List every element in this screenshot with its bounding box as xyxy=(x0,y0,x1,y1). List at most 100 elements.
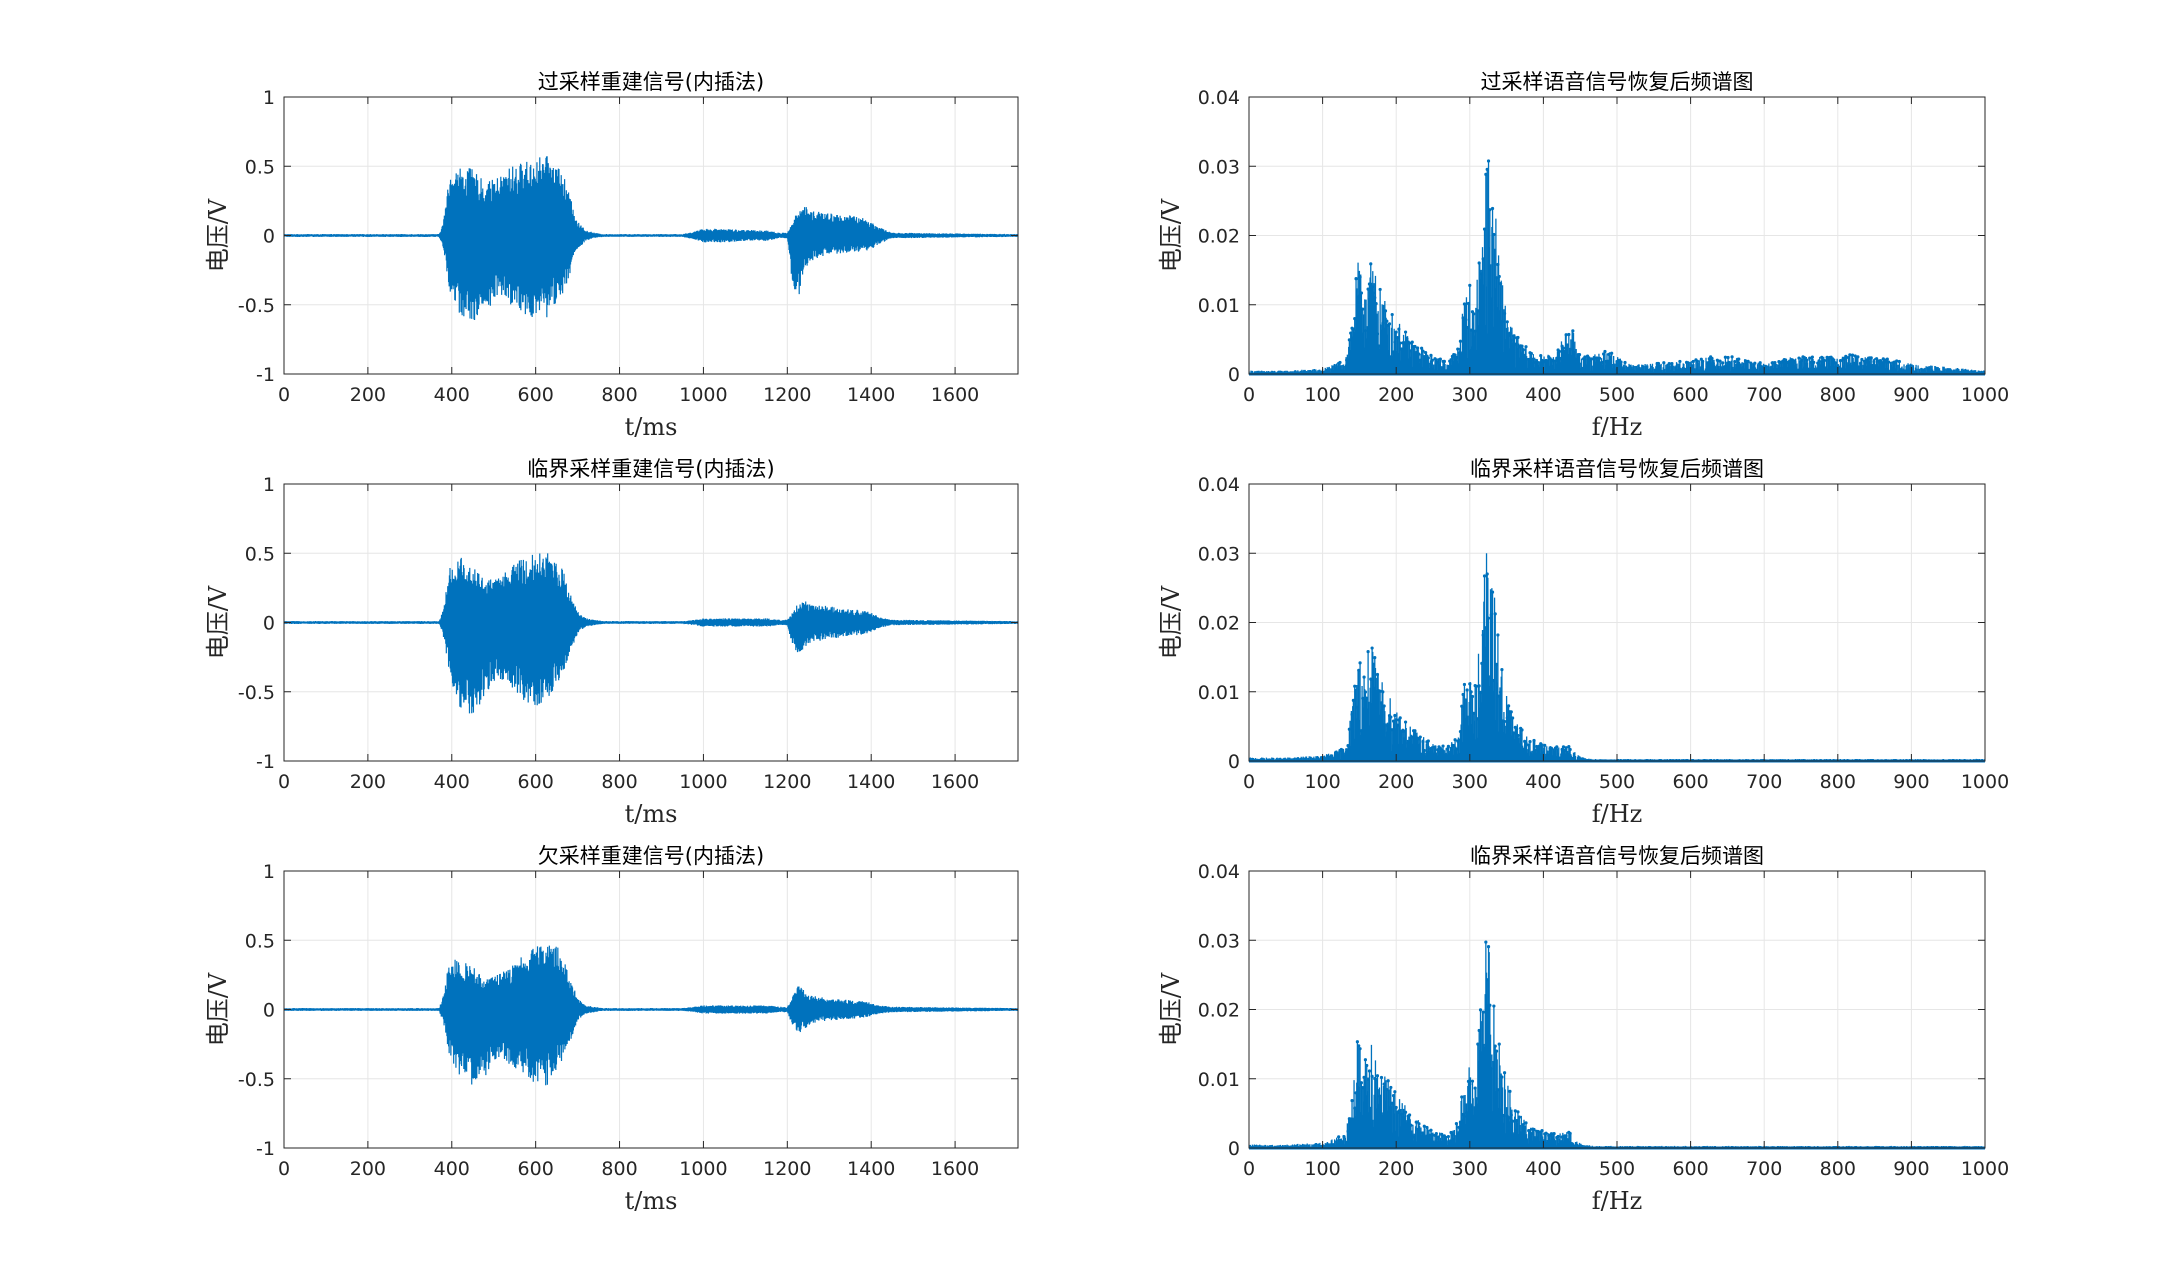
x-tick-label: 1000 xyxy=(679,771,727,793)
x-tick-label: 1000 xyxy=(1961,1158,2009,1180)
x-tick-label: 1200 xyxy=(763,384,811,406)
x-tick-label: 700 xyxy=(1746,771,1782,793)
y-tick-label: 0.04 xyxy=(1198,861,1240,883)
x-tick-label: 500 xyxy=(1599,384,1635,406)
x-tick-label: 200 xyxy=(1378,384,1414,406)
x-tick-label: 1000 xyxy=(1961,384,2009,406)
y-tick-label: 0 xyxy=(263,226,275,248)
x-tick-label: 100 xyxy=(1304,384,1340,406)
x-tick-label: 900 xyxy=(1893,771,1929,793)
y-axis-label: 电压/V xyxy=(204,585,232,659)
y-tick-label: 1 xyxy=(263,474,275,496)
x-tick-label: 600 xyxy=(1672,384,1708,406)
x-tick-label: 200 xyxy=(1378,1158,1414,1180)
y-tick-label: 1 xyxy=(263,861,275,883)
x-tick-label: 400 xyxy=(1525,384,1561,406)
x-tick-label: 0 xyxy=(278,384,290,406)
x-tick-label: 600 xyxy=(1672,771,1708,793)
y-axis-label: 电压/V xyxy=(1157,972,1185,1046)
y-tick-label: 0.5 xyxy=(245,930,275,952)
x-tick-label: 1400 xyxy=(847,1158,895,1180)
x-axis-label: f/Hz xyxy=(1592,800,1643,828)
x-tick-label: 600 xyxy=(518,771,554,793)
y-tick-label: -0.5 xyxy=(238,682,275,704)
x-tick-label: 1600 xyxy=(931,384,979,406)
subplot-3: 0 200 400 600 800 1000 1200 1400 1600 -1 -0.5 0 0.5 1… xyxy=(204,457,1019,828)
x-tick-label: 0 xyxy=(278,771,290,793)
y-tick-label: 0 xyxy=(263,1000,275,1022)
x-tick-label: 700 xyxy=(1746,1158,1782,1180)
signal-line xyxy=(284,156,1018,320)
x-tick-label: 800 xyxy=(1820,384,1856,406)
x-axis-label: f/Hz xyxy=(1592,1187,1643,1215)
y-tick-label: 0 xyxy=(1228,1138,1240,1160)
x-tick-label: 0 xyxy=(1243,771,1255,793)
x-tick-label: 200 xyxy=(350,771,386,793)
x-tick-label: 900 xyxy=(1893,384,1929,406)
x-tick-label: 500 xyxy=(1599,771,1635,793)
x-axis-label: t/ms xyxy=(625,413,678,441)
x-tick-label: 200 xyxy=(1378,771,1414,793)
x-tick-label: 1200 xyxy=(763,771,811,793)
y-tick-label: 0.01 xyxy=(1198,1069,1240,1091)
y-tick-label: -1 xyxy=(256,364,275,386)
y-axis-label: 电压/V xyxy=(1157,198,1185,272)
y-tick-label: 0.5 xyxy=(245,156,275,178)
x-tick-label: 1000 xyxy=(679,384,727,406)
y-tick-label: -0.5 xyxy=(238,295,275,317)
x-tick-label: 1000 xyxy=(1961,771,2009,793)
x-tick-label: 400 xyxy=(434,771,470,793)
chart-title: 欠采样重建信号(内插法) xyxy=(538,844,764,868)
chart-title: 临界采样重建信号(内插法) xyxy=(527,457,774,481)
x-tick-label: 1000 xyxy=(679,1158,727,1180)
y-tick-label: 0.5 xyxy=(245,543,275,565)
subplot-2: 0 100 200 300 400 500 600 700 800 900 1000 0 0.01 0.0… xyxy=(1157,70,2009,441)
x-tick-label: 300 xyxy=(1452,384,1488,406)
chart-title: 过采样语音信号恢复后频谱图 xyxy=(1481,70,1754,94)
y-tick-label: 0 xyxy=(1228,364,1240,386)
y-tick-label: 0.02 xyxy=(1198,1000,1240,1022)
x-tick-label: 1600 xyxy=(931,771,979,793)
chart-title: 临界采样语音信号恢复后频谱图 xyxy=(1470,457,1764,481)
y-axis-label: 电压/V xyxy=(204,198,232,272)
subplot-1: 0 200 400 600 800 1000 1200 1400 1600 -1 -0.5 0 0.5 1… xyxy=(204,70,1019,441)
chart-title: 过采样重建信号(内插法) xyxy=(538,70,764,94)
y-tick-label: 0.02 xyxy=(1198,613,1240,635)
x-tick-label: 100 xyxy=(1304,1158,1340,1180)
chart-title: 临界采样语音信号恢复后频谱图 xyxy=(1470,844,1764,868)
y-tick-label: 0 xyxy=(263,613,275,635)
y-tick-label: 0.01 xyxy=(1198,682,1240,704)
x-tick-label: 1200 xyxy=(763,1158,811,1180)
x-tick-label: 600 xyxy=(518,384,554,406)
y-tick-label: 0.01 xyxy=(1198,295,1240,317)
y-tick-label: 0.03 xyxy=(1198,543,1240,565)
y-tick-label: 0.02 xyxy=(1198,226,1240,248)
y-tick-label: 0 xyxy=(1228,751,1240,773)
y-axis-label: 电压/V xyxy=(1157,585,1185,659)
x-tick-label: 800 xyxy=(601,1158,637,1180)
x-tick-label: 400 xyxy=(434,1158,470,1180)
y-tick-label: -1 xyxy=(256,1138,275,1160)
x-tick-label: 400 xyxy=(1525,1158,1561,1180)
x-tick-label: 400 xyxy=(1525,771,1561,793)
x-axis-label: f/Hz xyxy=(1592,413,1643,441)
x-tick-label: 300 xyxy=(1452,771,1488,793)
subplot-6: 0 100 200 300 400 500 600 700 800 900 1000 0 0.01 0.0… xyxy=(1157,844,2009,1215)
y-tick-label: 0.04 xyxy=(1198,474,1240,496)
x-tick-label: 600 xyxy=(1672,1158,1708,1180)
x-tick-label: 800 xyxy=(1820,1158,1856,1180)
x-tick-label: 100 xyxy=(1304,771,1340,793)
x-axis-label: t/ms xyxy=(625,800,678,828)
signal-line xyxy=(284,945,1018,1086)
x-tick-label: 0 xyxy=(1243,384,1255,406)
y-tick-label: 0.03 xyxy=(1198,930,1240,952)
x-tick-label: 300 xyxy=(1452,1158,1488,1180)
x-tick-label: 400 xyxy=(434,384,470,406)
x-tick-label: 800 xyxy=(1820,771,1856,793)
x-tick-label: 600 xyxy=(518,1158,554,1180)
subplot-5: 0 200 400 600 800 1000 1200 1400 1600 -1 -0.5 0 0.5 1… xyxy=(204,844,1019,1215)
subplot-4: 0 100 200 300 400 500 600 700 800 900 1000 0 0.01 0.0… xyxy=(1157,457,2009,828)
x-tick-label: 1400 xyxy=(847,384,895,406)
x-tick-label: 700 xyxy=(1746,384,1782,406)
